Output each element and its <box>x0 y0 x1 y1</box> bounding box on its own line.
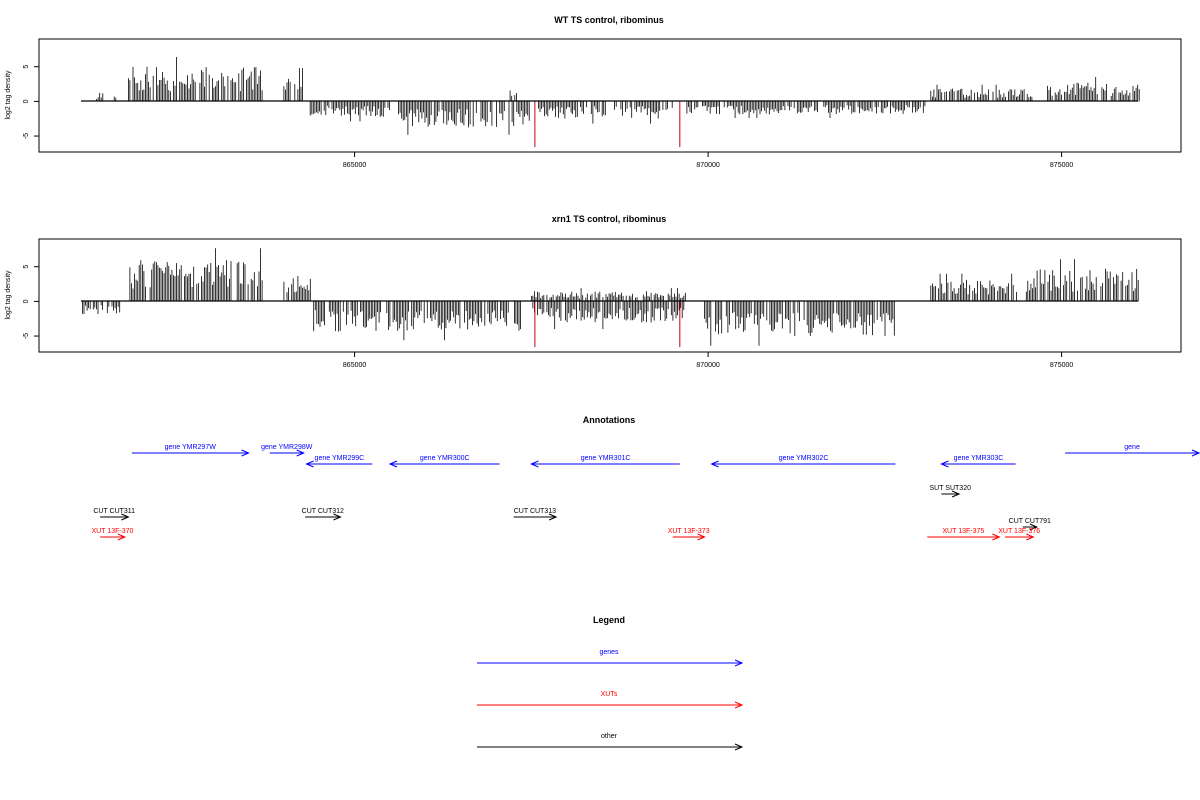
y-tick-label: -5 <box>23 333 30 339</box>
legend-panel: Legend genes XUTs other <box>477 615 744 751</box>
legend-gene-arrow: genes <box>477 649 744 667</box>
x-tick-label: 875000 <box>1050 162 1073 169</box>
legend-label: genes <box>599 649 619 656</box>
annotations-panel: Annotations gene YMR297W gene YMR298Wgene… <box>92 415 1200 541</box>
feature-gene-arrow: gene YMR300C <box>388 455 500 468</box>
xrn1-bars <box>82 248 1139 346</box>
feature-xut-arrow: XUT 13F-370 <box>92 528 134 541</box>
feature-label: SUT SUT320 <box>929 485 971 492</box>
y-tick-label: 0 <box>23 99 30 103</box>
legend-label: XUTs <box>601 691 618 698</box>
xrn1-y-axis: -5 0 5 <box>23 265 40 339</box>
y-tick-label: -5 <box>23 133 30 139</box>
xrn1-plot-frame <box>38 238 1182 353</box>
xrn1-x-axis: 865000 870000 875000 <box>343 351 1073 369</box>
feature-other-arrow: CUT CUT311 <box>93 508 135 521</box>
legend-title: Legend <box>593 615 625 625</box>
wt-y-axis-label: log2 tag density <box>5 70 12 120</box>
feature-gene-arrow: gene YMR299C <box>305 455 373 468</box>
feature-label: CUT CUT311 <box>93 508 135 515</box>
feature-gene-arrow: gene YMR297W <box>131 444 250 457</box>
feature-gene-arrow: gene <box>1065 444 1200 457</box>
feature-label: CUT CUT791 <box>1009 518 1051 525</box>
y-tick-label: 5 <box>23 265 30 269</box>
xrn1-red-markers <box>534 301 681 348</box>
feature-label: gene YMR298W <box>261 444 313 451</box>
wt-red-markers <box>534 101 681 148</box>
feature-label: gene YMR299C <box>315 455 365 462</box>
annotations-title: Annotations <box>583 415 636 425</box>
feature-label: gene YMR302C <box>779 455 829 462</box>
feature-label: XUT 13F-376 <box>998 528 1040 535</box>
feature-label: XUT 13F-373 <box>668 528 710 535</box>
wt-track-panel: WT TS control, ribominus -5 0 5 865000 8700… <box>5 15 1182 169</box>
x-tick-label: 875000 <box>1050 362 1073 369</box>
wt-x-axis: 865000 870000 875000 <box>343 151 1073 169</box>
feature-label: XUT 13F-375 <box>942 528 984 535</box>
xrn1-track-title: xrn1 TS control, ribominus <box>552 214 667 224</box>
xrn1-track-panel: xrn1 TS control, ribominus -5 0 5 865000 87… <box>5 214 1182 369</box>
wt-y-axis: -5 0 5 <box>23 65 40 139</box>
feature-other-arrow: CUT CUT791 <box>1009 518 1051 531</box>
feature-other-arrow: CUT CUT313 <box>513 508 558 521</box>
y-tick-label: 0 <box>23 299 30 303</box>
feature-label: XUT 13F-370 <box>92 528 134 535</box>
x-tick-label: 865000 <box>343 362 366 369</box>
wt-track-title: WT TS control, ribominus <box>554 15 664 25</box>
legend-xut-arrow: XUTs <box>477 691 744 709</box>
feature-label: gene <box>1124 444 1140 451</box>
x-tick-label: 870000 <box>696 162 719 169</box>
feature-xut-arrow: XUT 13F-375 <box>927 528 1001 541</box>
legend-label: other <box>601 733 618 740</box>
legend-entries: genes XUTs other <box>477 649 744 751</box>
feature-xut-arrow: XUT 13F-373 <box>668 528 710 541</box>
feature-gene-arrow: gene YMR302C <box>710 455 896 468</box>
xrn1-y-axis-label: log2 tag density <box>5 270 12 320</box>
feature-label: gene YMR303C <box>954 455 1004 462</box>
wt-bars <box>96 57 1140 135</box>
feature-gene-arrow: gene YMR303C <box>940 455 1016 468</box>
y-tick-label: 5 <box>23 65 30 69</box>
feature-label: gene YMR300C <box>420 455 470 462</box>
feature-label: CUT CUT313 <box>514 508 556 515</box>
feature-gene-arrow: gene YMR298W <box>261 444 313 457</box>
feature-other-arrow: SUT SUT320 <box>929 485 971 498</box>
feature-label: gene YMR301C <box>581 455 631 462</box>
feature-label: gene YMR297W <box>165 444 217 451</box>
feature-label: CUT CUT312 <box>302 508 344 515</box>
x-tick-label: 865000 <box>343 162 366 169</box>
legend-other-arrow: other <box>477 733 744 751</box>
feature-gene-arrow: gene YMR301C <box>530 455 680 468</box>
feature-xut-arrow: XUT 13F-376 <box>998 528 1040 541</box>
feature-other-arrow: CUT CUT312 <box>302 508 344 521</box>
x-tick-label: 870000 <box>696 362 719 369</box>
